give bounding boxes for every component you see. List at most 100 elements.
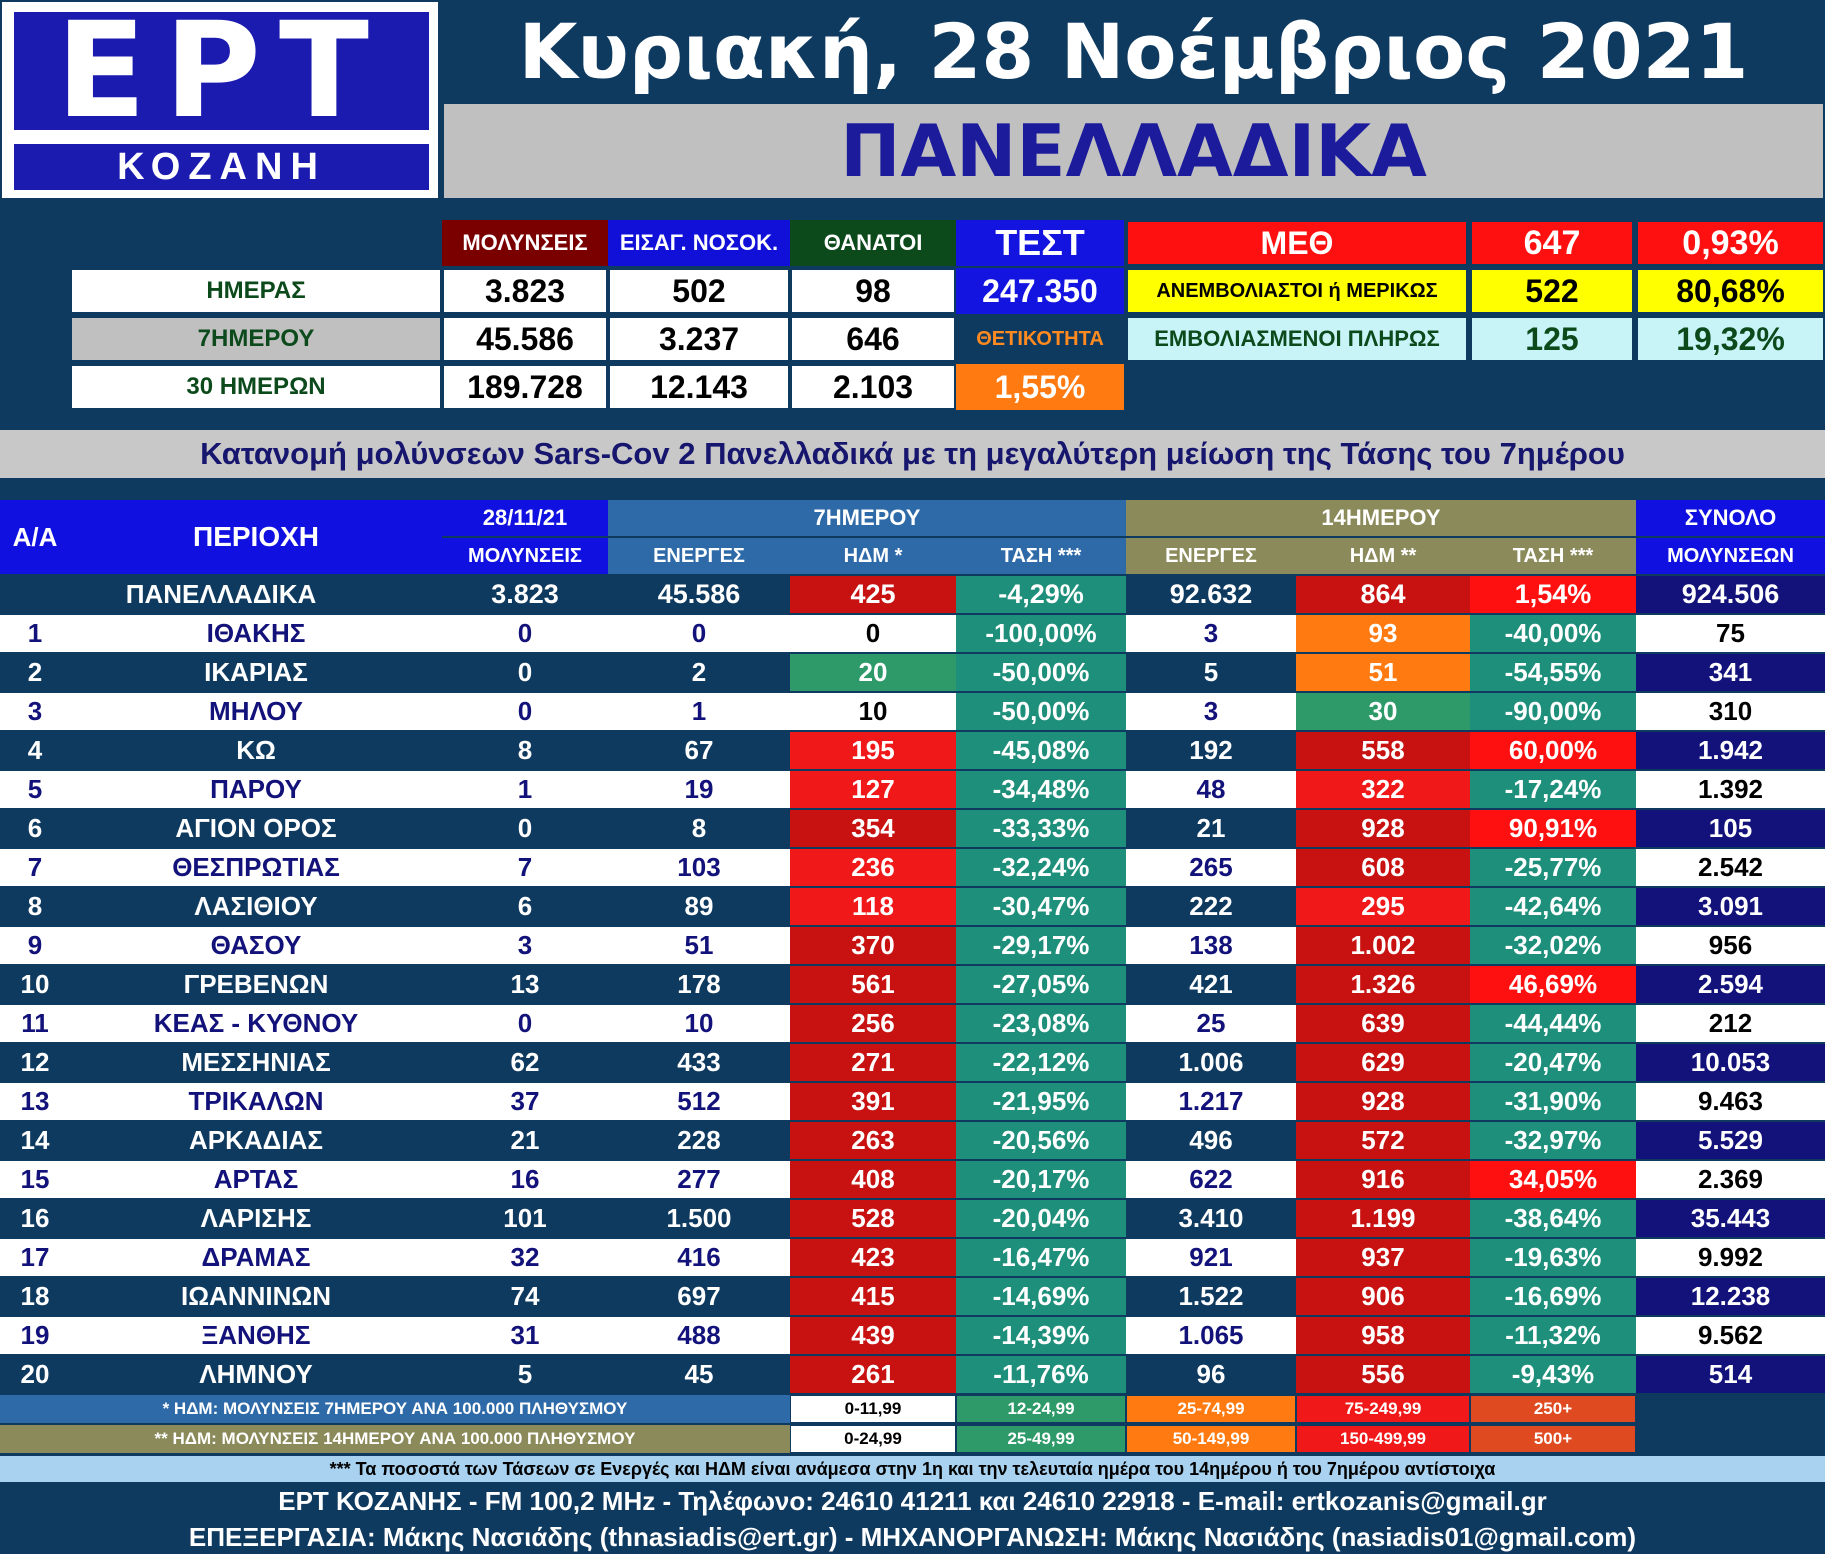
row-trend-7: -20,56% (956, 1122, 1126, 1159)
row-trend-14: -20,47% (1470, 1044, 1636, 1081)
row-ndm-14: 93 (1296, 615, 1470, 652)
row-region-name: ΑΓΙΟΝ ΟΡΟΣ (70, 810, 442, 847)
row-number: 9 (0, 927, 70, 964)
row-ndm-14: 928 (1296, 810, 1470, 847)
col-date-header: 28/11/21 (442, 500, 608, 536)
row-trend-7: -14,39% (956, 1317, 1126, 1354)
summary-value: 502 (608, 268, 790, 314)
row-trend-7: -32,24% (956, 849, 1126, 886)
sub-7day-header: ΗΔΜ * (790, 538, 956, 574)
row-active-14: 25 (1126, 1005, 1296, 1042)
col-aa-header: Α/Α (0, 500, 70, 574)
row-region-name: ΛΑΡΙΣΗΣ (70, 1200, 442, 1237)
row-active-14: 1.006 (1126, 1044, 1296, 1081)
row-trend-7: -14,69% (956, 1278, 1126, 1315)
row-region-name: ΠΑΡΟΥ (70, 771, 442, 808)
summary-test-cell: 1,55% (956, 364, 1124, 410)
logo-region-text: ΚΟΖΑΝΗ (14, 144, 429, 190)
row-total: 9.463 (1636, 1083, 1825, 1120)
summary-value: 3.823 (442, 268, 608, 314)
row-total: 310 (1636, 693, 1825, 730)
row-cases: 62 (442, 1044, 608, 1081)
row-region-name: ΘΕΣΠΡΩΤΙΑΣ (70, 849, 442, 886)
row-active-14: 3 (1126, 693, 1296, 730)
row-cases: 74 (442, 1278, 608, 1315)
row-active-14: 622 (1126, 1161, 1296, 1198)
row-cases: 21 (442, 1122, 608, 1159)
national-t7: -4,29% (956, 576, 1126, 613)
row-total: 514 (1636, 1356, 1825, 1393)
regions-table: Α/Α ΠΕΡΙΟΧΗ 28/11/21 ΜΟΛΥΝΣΕΙΣ 7ΗΜΕΡΟΥ 14ΗΜΕΡ… (0, 500, 1825, 1453)
row-ndm-7: 370 (790, 927, 956, 964)
icu-count: 125 (1470, 316, 1634, 362)
row-ndm-7: 439 (790, 1317, 956, 1354)
summary-header-3: ΤΕΣΤ (956, 220, 1124, 266)
row-active-14: 1.065 (1126, 1317, 1296, 1354)
row-ndm-7: 236 (790, 849, 956, 886)
row-active-7: 89 (608, 888, 790, 925)
row-trend-14: -25,77% (1470, 849, 1636, 886)
row-ndm-14: 30 (1296, 693, 1470, 730)
row-region-name: ΔΡΑΜΑΣ (70, 1239, 442, 1276)
row-number: 11 (0, 1005, 70, 1042)
row-trend-7: -45,08% (956, 732, 1126, 769)
row-active-7: 697 (608, 1278, 790, 1315)
row-active-7: 51 (608, 927, 790, 964)
legend-14day-range: 500+ (1470, 1425, 1636, 1453)
group-7day-header: 7ΗΜΕΡΟΥ (608, 500, 1126, 536)
summary-row-label: 7ΗΜΕΡΟΥ (70, 316, 442, 362)
row-number: 12 (0, 1044, 70, 1081)
row-trend-7: -100,00% (956, 615, 1126, 652)
row-active-7: 103 (608, 849, 790, 886)
legend-14day-range: 0-24,99 (790, 1425, 956, 1453)
summary-row-label: 30 ΗΜΕΡΩΝ (70, 364, 442, 410)
row-active-14: 1.522 (1126, 1278, 1296, 1315)
row-ndm-7: 195 (790, 732, 956, 769)
row-ndm-14: 906 (1296, 1278, 1470, 1315)
row-cases: 101 (442, 1200, 608, 1237)
ert-logo: ΕΡΤ ΚΟΖΑΝΗ (2, 2, 438, 198)
row-trend-14: -42,64% (1470, 888, 1636, 925)
row-region-name: ΑΡΚΑΔΙΑΣ (70, 1122, 442, 1159)
national-total: 924.506 (1636, 576, 1825, 613)
icu-percent: 80,68% (1636, 268, 1825, 314)
legend-14day-range: 150-499,99 (1296, 1425, 1470, 1453)
row-number: 20 (0, 1356, 70, 1393)
row-active-14: 496 (1126, 1122, 1296, 1159)
row-region-name: ΙΚΑΡΙΑΣ (70, 654, 442, 691)
summary-value: 646 (790, 316, 956, 362)
row-ndm-7: 271 (790, 1044, 956, 1081)
row-ndm-14: 322 (1296, 771, 1470, 808)
group-14day-header: 14ΗΜΕΡΟΥ (1126, 500, 1636, 536)
row-cases: 13 (442, 966, 608, 1003)
row-ndm-7: 20 (790, 654, 956, 691)
row-number: 15 (0, 1161, 70, 1198)
row-trend-7: -22,12% (956, 1044, 1126, 1081)
summary-header-0: ΜΟΛΥΝΣΕΙΣ (442, 220, 608, 266)
national-a7: 45.586 (657, 579, 741, 609)
row-ndm-14: 572 (1296, 1122, 1470, 1159)
legend-14day-text: ** ΗΔΜ: ΜΟΛΥΝΣΕΙΣ 14ΗΜΕΡΟΥ ΑΝΑ 100.000 Π… (0, 1425, 790, 1453)
row-active-14: 222 (1126, 888, 1296, 925)
row-trend-7: -20,04% (956, 1200, 1126, 1237)
row-total: 956 (1636, 927, 1825, 964)
row-number: 19 (0, 1317, 70, 1354)
row-total: 1.392 (1636, 771, 1825, 808)
row-trend-7: -34,48% (956, 771, 1126, 808)
legend-7day-range: 25-74,99 (1126, 1395, 1296, 1423)
legend-7day-range: 0-11,99 (790, 1395, 956, 1423)
row-ndm-14: 928 (1296, 1083, 1470, 1120)
row-total: 2.542 (1636, 849, 1825, 886)
row-trend-14: -38,64% (1470, 1200, 1636, 1237)
sub-14day-header: ΗΔΜ ** (1296, 538, 1470, 574)
national-row-label: ΠΑΝΕΛΛΑΔΙΚΑ (125, 579, 317, 609)
legend-14day-range: 25-49,99 (956, 1425, 1126, 1453)
row-ndm-7: 118 (790, 888, 956, 925)
summary-test-cell: 247.350 (956, 268, 1124, 314)
summary-panel: ΜΟΛΥΝΣΕΙΣ ΕΙΣΑΓ. ΝΟΣΟΚ. ΘΑΝΑΤΟΙ ΤΕΣΤ ΗΜΕΡΑΣ 3… (0, 218, 1825, 414)
row-number: 13 (0, 1083, 70, 1120)
summary-row-label: ΗΜΕΡΑΣ (70, 268, 442, 314)
row-active-7: 433 (608, 1044, 790, 1081)
icu-percent: 19,32% (1636, 316, 1825, 362)
summary-value: 2.103 (790, 364, 956, 410)
